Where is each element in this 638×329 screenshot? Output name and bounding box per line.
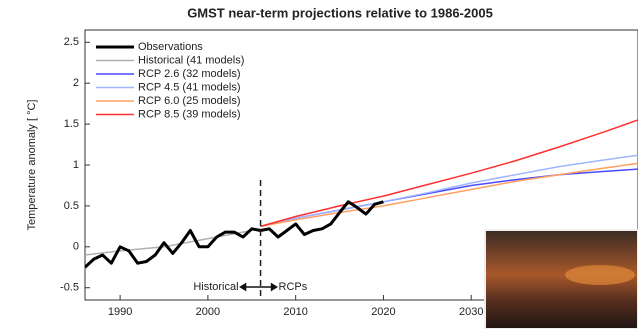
x-tick-label: 2030 xyxy=(459,306,483,318)
overlay xyxy=(484,229,638,329)
series-line xyxy=(85,229,252,256)
arrow xyxy=(239,282,279,292)
y-tick-label: 1 xyxy=(73,159,79,171)
annotation: RCPs xyxy=(279,281,308,293)
y-tick-label: 2 xyxy=(73,77,79,89)
x-tick-label: 1990 xyxy=(108,306,132,318)
legend-label: Observations xyxy=(138,41,203,53)
legend-label: RCP 6.0 (25 models) xyxy=(138,95,241,107)
legend-label: RCP 2.6 (32 models) xyxy=(138,68,241,80)
legend-label: Historical (41 models) xyxy=(138,54,244,66)
x-tick-label: 2000 xyxy=(196,306,220,318)
y-tick-label: 0.5 xyxy=(64,200,79,212)
series-group xyxy=(85,119,638,269)
series-line xyxy=(260,119,638,228)
series-line xyxy=(260,154,638,228)
series-line xyxy=(85,200,384,269)
y-tick-label: 2.5 xyxy=(64,36,79,48)
annotation: Historical xyxy=(193,281,238,293)
x-tick-label: 2020 xyxy=(371,306,395,318)
y-tick-label: 1.5 xyxy=(64,118,79,130)
x-tick-label: 2010 xyxy=(283,306,307,318)
legend-label: RCP 4.5 (41 models) xyxy=(138,81,241,93)
y-tick-label: -0.5 xyxy=(60,282,79,294)
photo-glow xyxy=(565,265,635,285)
chart-title: GMST near-term projections relative to 1… xyxy=(187,5,493,20)
series-line xyxy=(260,162,638,228)
y-axis-label: Temperature anomaly [ °C] xyxy=(26,100,38,231)
y-tick-label: 0 xyxy=(73,241,79,253)
legend-label: RCP 8.5 (39 models) xyxy=(138,108,241,120)
